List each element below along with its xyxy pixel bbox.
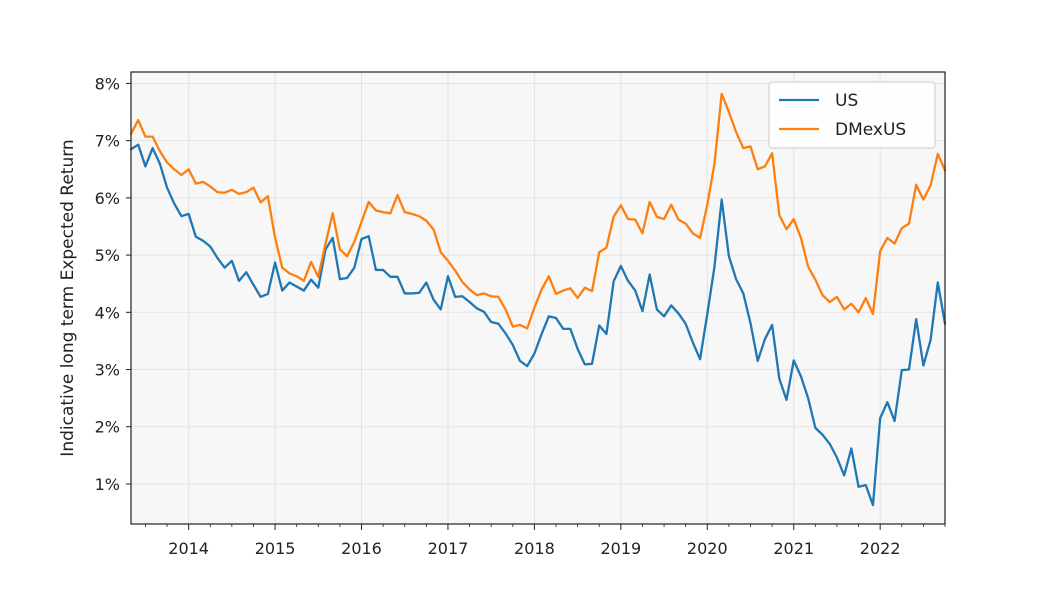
- y-tick-label: 3%: [95, 361, 120, 380]
- series-line-us: [129, 143, 947, 507]
- x-tick-label: 2016: [341, 539, 382, 558]
- y-tick-label: 5%: [95, 246, 120, 265]
- series-group: [129, 92, 947, 507]
- y-tick-label: 6%: [95, 189, 120, 208]
- legend-label: US: [835, 91, 858, 111]
- x-tick-label: 2018: [514, 539, 555, 558]
- legend: US DMexUS: [768, 81, 936, 149]
- x-tick-label: 2022: [860, 539, 901, 558]
- y-tick-label: 8%: [95, 74, 120, 93]
- y-tick-label: 1%: [95, 475, 120, 494]
- x-tick-label: 2015: [255, 539, 296, 558]
- x-tick-label: 2020: [687, 539, 728, 558]
- legend-label: DMexUS: [835, 120, 906, 140]
- x-tick-label: 2014: [168, 539, 209, 558]
- x-tick-label: 2021: [773, 539, 814, 558]
- y-tick-label: 4%: [95, 303, 120, 322]
- grid: [131, 72, 945, 524]
- plot-frame: [130, 71, 946, 525]
- y-tick-label: 7%: [95, 132, 120, 151]
- x-tick-label: 2017: [428, 539, 469, 558]
- y-tick-label: 2%: [95, 418, 120, 437]
- legend-box: [768, 81, 936, 149]
- axes: 1% 2% 3% 4% 5% 6% 7% 8% 2014 2015 2016 2017 2018 2019…: [95, 74, 946, 558]
- series-line-dmexus: [129, 92, 947, 330]
- x-tick-label: 2019: [600, 539, 641, 558]
- y-axis-label: Indicative long term Expected Return: [58, 139, 78, 456]
